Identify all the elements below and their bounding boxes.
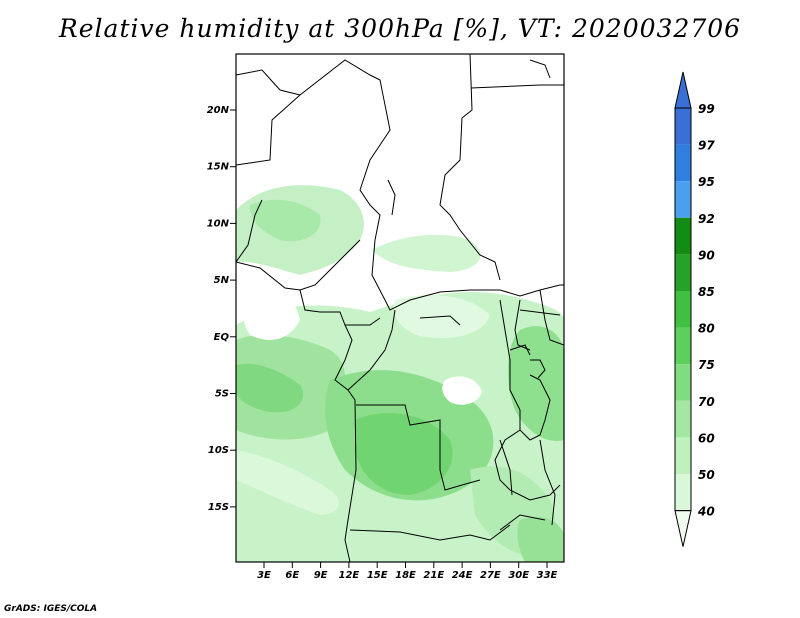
lon-label: 30E: [508, 570, 529, 581]
colorbar-label: 80: [698, 322, 715, 336]
latitude-labels: 20N 15N 10N 5N EQ 5S 10S 15S: [207, 105, 236, 513]
map-frame: [235, 53, 565, 563]
map-title: Relative humidity at 300hPa [%], VT: 202…: [58, 14, 742, 43]
lon-label: 21E: [423, 570, 444, 581]
colorbar: 99 97 95 92 90 85 80 75 70 60 50 40: [674, 71, 715, 547]
colorbar-band: [675, 437, 691, 474]
lat-label: 10N: [207, 218, 230, 229]
colorbar-label: 92: [698, 212, 715, 226]
lon-label: 18E: [395, 570, 416, 581]
colorbar-bottom-arrow: [674, 510, 692, 547]
lon-label: 33E: [537, 570, 558, 581]
colorbar-label: 50: [698, 468, 715, 482]
colorbar-band: [675, 181, 691, 218]
colorbar-label: 90: [698, 248, 715, 262]
colorbar-band: [675, 474, 691, 511]
lon-label: 9E: [314, 570, 328, 581]
colorbar-label: 95: [698, 175, 715, 189]
lat-label: 5N: [214, 275, 230, 286]
colorbar-band: [675, 327, 691, 365]
humidity-field: [236, 54, 564, 562]
colorbar-band: [675, 400, 691, 438]
longitude-labels: 3E 6E 9E 12E 15E 18E 21E 24E 27E 30E 33E: [257, 562, 558, 581]
lon-label: 27E: [480, 570, 501, 581]
humidity-map: 20N 15N 10N 5N EQ 5S 10S 15S 3E 6E 9E 12E 15E 18E 21E…: [207, 53, 715, 581]
lon-label: 6E: [285, 570, 299, 581]
colorbar-band: [675, 254, 691, 291]
lat-label: 15N: [207, 162, 230, 173]
colorbar-label: 60: [698, 431, 715, 445]
colorbar-band: [675, 364, 691, 401]
lat-label: 15S: [208, 502, 229, 513]
colorbar-label: 75: [698, 358, 715, 372]
colorbar-band: [675, 108, 691, 145]
colorbar-label: 40: [697, 505, 715, 519]
colorbar-label: 97: [698, 139, 715, 153]
colorbar-band: [675, 291, 691, 328]
colorbar-label: 85: [698, 285, 715, 299]
lon-label: 3E: [257, 570, 271, 581]
grads-credit: GrADS: IGES/COLA: [4, 604, 98, 614]
colorbar-label: 99: [698, 102, 715, 116]
lat-label: EQ: [214, 332, 230, 343]
lat-label: 5S: [215, 389, 229, 400]
colorbar-frame: [674, 107, 692, 512]
lon-label: 12E: [339, 570, 360, 581]
colorbar-band: [675, 217, 691, 255]
country-borders: [236, 54, 564, 562]
lon-label: 15E: [367, 570, 388, 581]
lat-label: 20N: [207, 105, 230, 116]
colorbar-label: 70: [698, 395, 715, 409]
colorbar-top-arrow: [674, 71, 692, 109]
lon-label: 24E: [452, 570, 473, 581]
lat-label: 10S: [208, 445, 229, 456]
colorbar-band: [675, 144, 691, 182]
